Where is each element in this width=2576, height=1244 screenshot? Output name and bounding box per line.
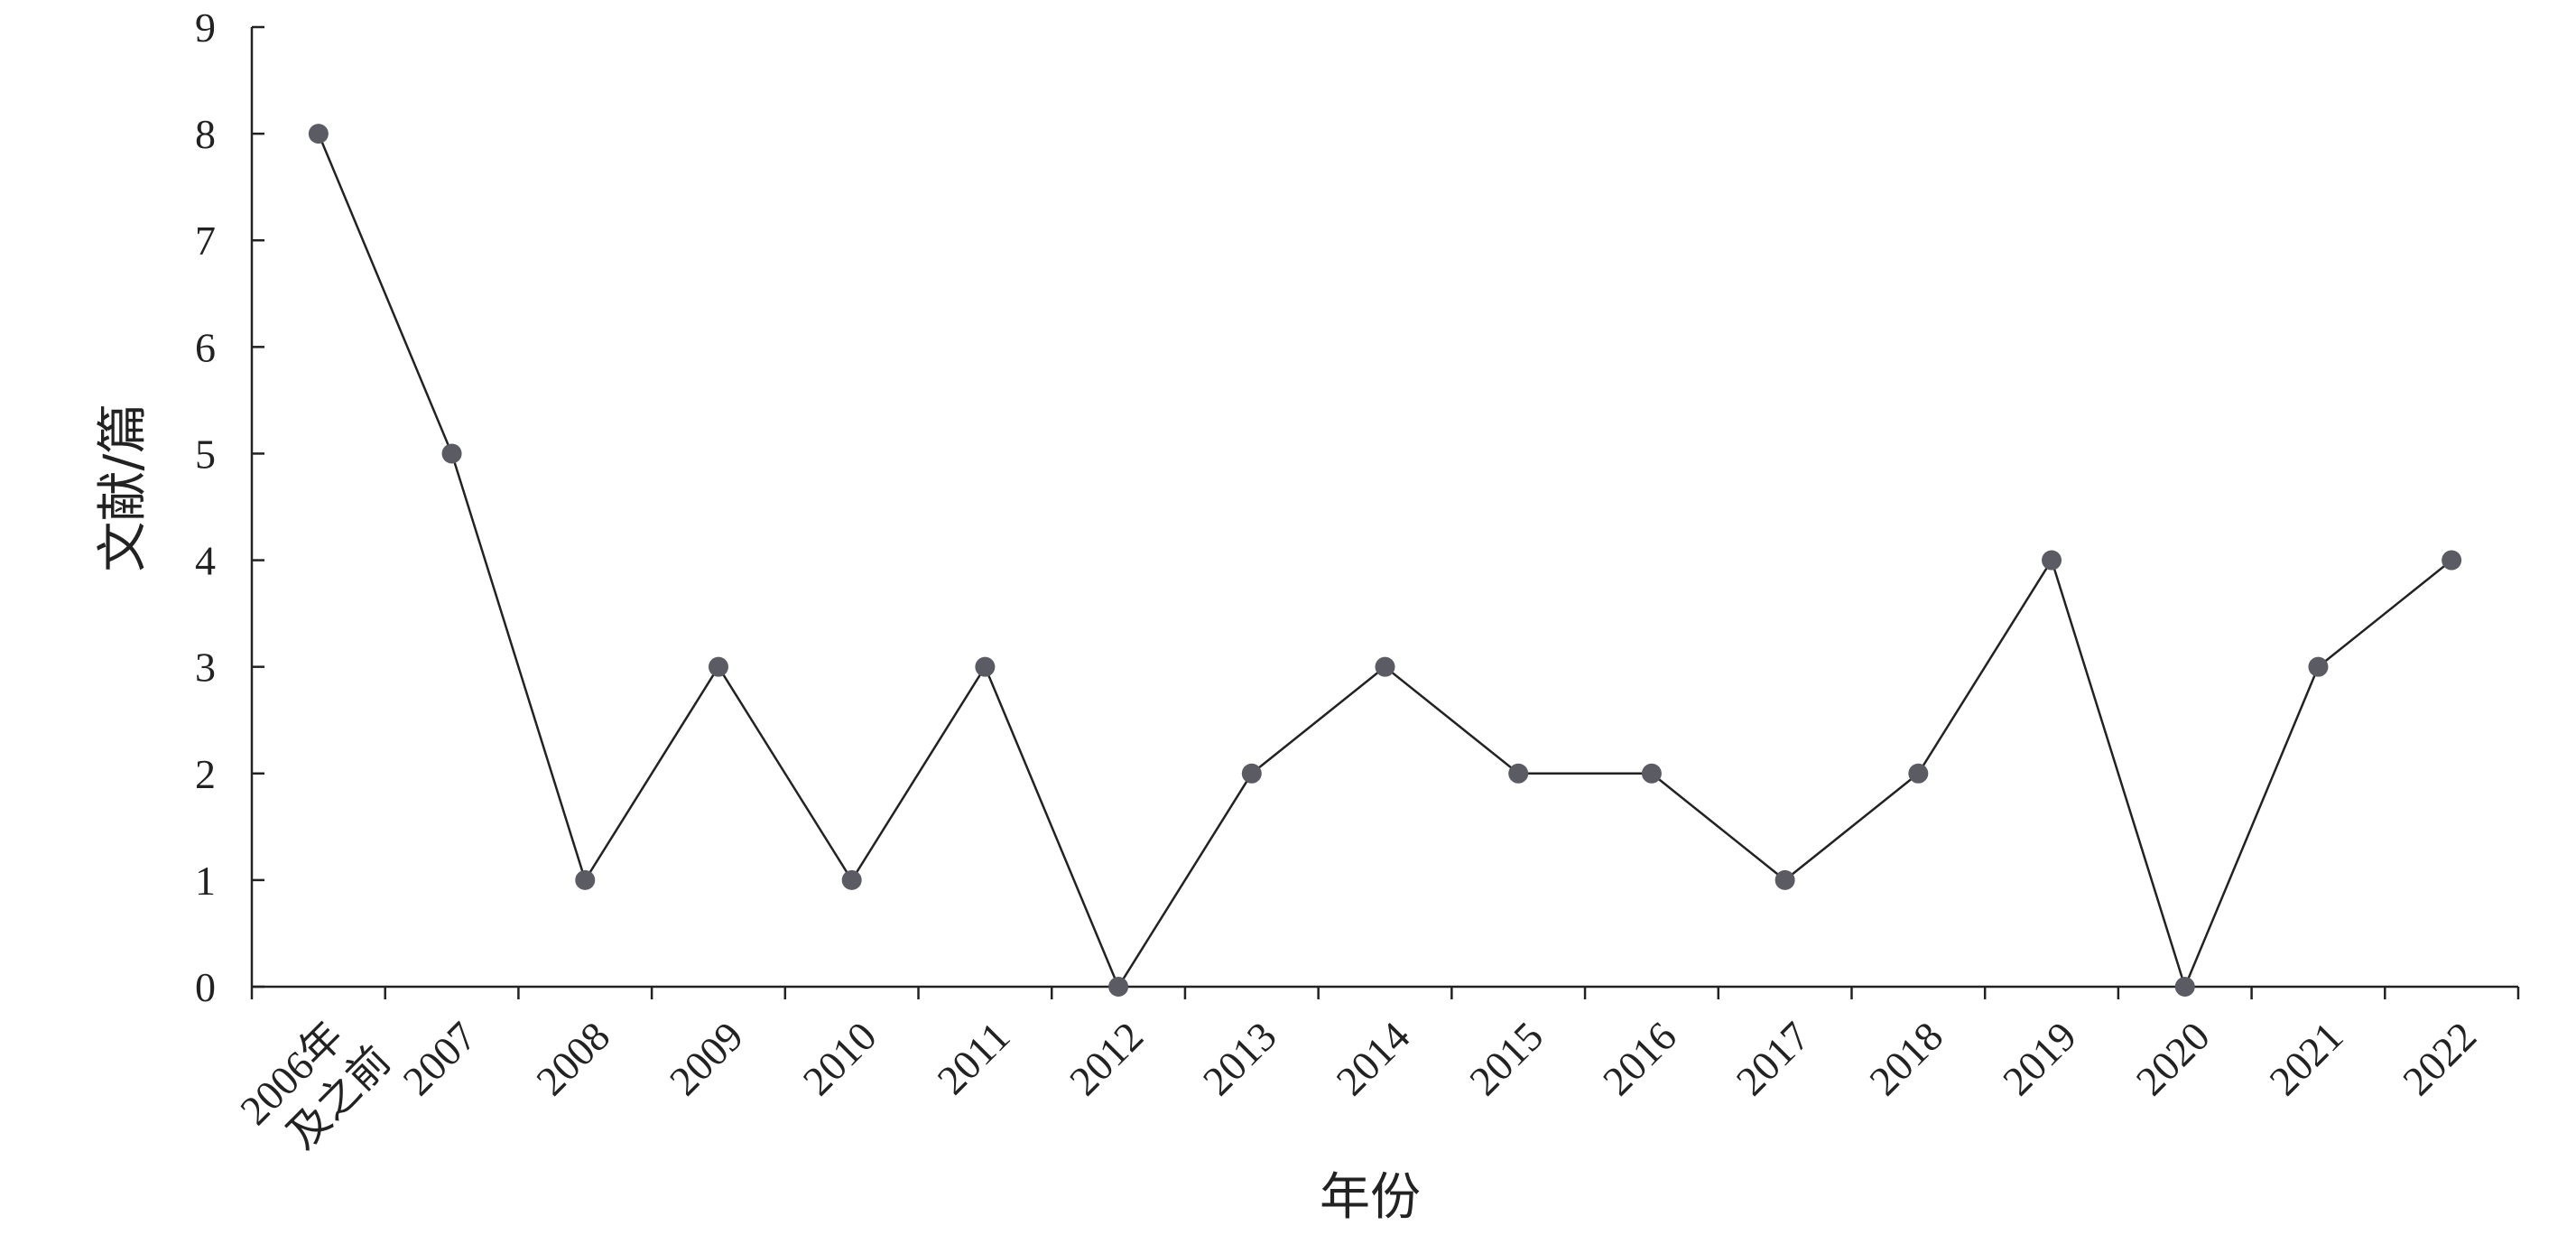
data-point	[1908, 763, 1929, 784]
x-tick-label-line: 2012	[1061, 1013, 1152, 1104]
x-tick-label-line: 2007	[394, 1013, 486, 1104]
x-tick-label: 2020	[2127, 1013, 2219, 1104]
x-tick-label-line: 2021	[2260, 1013, 2351, 1104]
data-point	[2308, 656, 2329, 677]
data-point	[441, 443, 462, 464]
x-tick-label: 2015	[1460, 1013, 1552, 1104]
x-tick-label: 2022	[2394, 1013, 2485, 1104]
y-tick-label: 8	[195, 111, 216, 157]
x-tick-label: 2021	[2260, 1013, 2351, 1104]
x-tick-label-line: 2009	[661, 1013, 752, 1104]
series-line	[317, 133, 2452, 990]
y-axis-title: 文献/篇	[94, 404, 153, 572]
data-point	[1508, 763, 1529, 784]
x-tick-label-line: 2017	[1728, 1013, 1819, 1104]
y-axis: 0 1 2 3 4 5 6 7 8 9	[195, 5, 264, 1010]
x-tick-label: 2010	[794, 1013, 885, 1104]
x-tick-label: 2013	[1194, 1013, 1285, 1104]
data-point	[575, 869, 596, 890]
data-point	[308, 124, 329, 144]
x-tick-label: 2007	[394, 1013, 486, 1104]
x-tick-label-line: 2008	[527, 1013, 618, 1104]
x-tick-label-line: 2015	[1460, 1013, 1552, 1104]
y-tick-label: 6	[195, 324, 216, 370]
x-tick-label-line: 2016	[1594, 1013, 1685, 1104]
x-tick-label-line: 2014	[1327, 1013, 1418, 1104]
y-tick-label: 2	[195, 751, 216, 797]
data-point	[1375, 656, 1395, 677]
data-point	[1641, 763, 1662, 784]
x-axis-title: 年份	[1320, 1168, 1421, 1227]
data-point	[2042, 550, 2062, 571]
x-tick-label: 2019	[1994, 1013, 2085, 1104]
y-tick-label: 0	[195, 964, 216, 1010]
x-tick-label-line: 2019	[1994, 1013, 2085, 1104]
data-point	[1108, 977, 1129, 997]
data-point	[841, 869, 862, 890]
x-tick-label: 2006年及之前	[231, 1001, 399, 1169]
y-tick-label: 5	[195, 431, 216, 477]
x-tick-label: 2012	[1061, 1013, 1152, 1104]
x-tick-label: 2017	[1728, 1013, 1819, 1104]
x-tick-label: 2014	[1327, 1013, 1418, 1104]
series-group	[308, 124, 2462, 997]
data-point	[2442, 550, 2462, 571]
x-tick-label: 2009	[661, 1013, 752, 1104]
x-tick-label: 2018	[1860, 1013, 1951, 1104]
x-tick-label: 2011	[929, 1013, 1019, 1103]
x-tick-label-line: 2020	[2127, 1013, 2219, 1104]
y-tick-label: 3	[195, 645, 216, 691]
x-tick-label-line: 2011	[929, 1013, 1019, 1103]
x-tick-label: 2008	[527, 1013, 618, 1104]
data-point	[708, 656, 728, 677]
y-tick-label: 1	[195, 858, 216, 904]
data-point	[2174, 977, 2195, 997]
y-tick-label: 9	[195, 5, 216, 51]
x-tick-label-line: 2022	[2394, 1013, 2485, 1104]
x-tick-label-line: 2010	[794, 1013, 885, 1104]
data-point	[1774, 869, 1795, 890]
y-tick-label: 4	[195, 538, 216, 584]
data-point	[1241, 763, 1262, 784]
x-tick-label-line: 2013	[1194, 1013, 1285, 1104]
data-point	[975, 656, 996, 677]
y-tick-label: 7	[195, 218, 216, 264]
x-tick-label-line: 2018	[1860, 1013, 1951, 1104]
x-tick-label: 2016	[1594, 1013, 1685, 1104]
